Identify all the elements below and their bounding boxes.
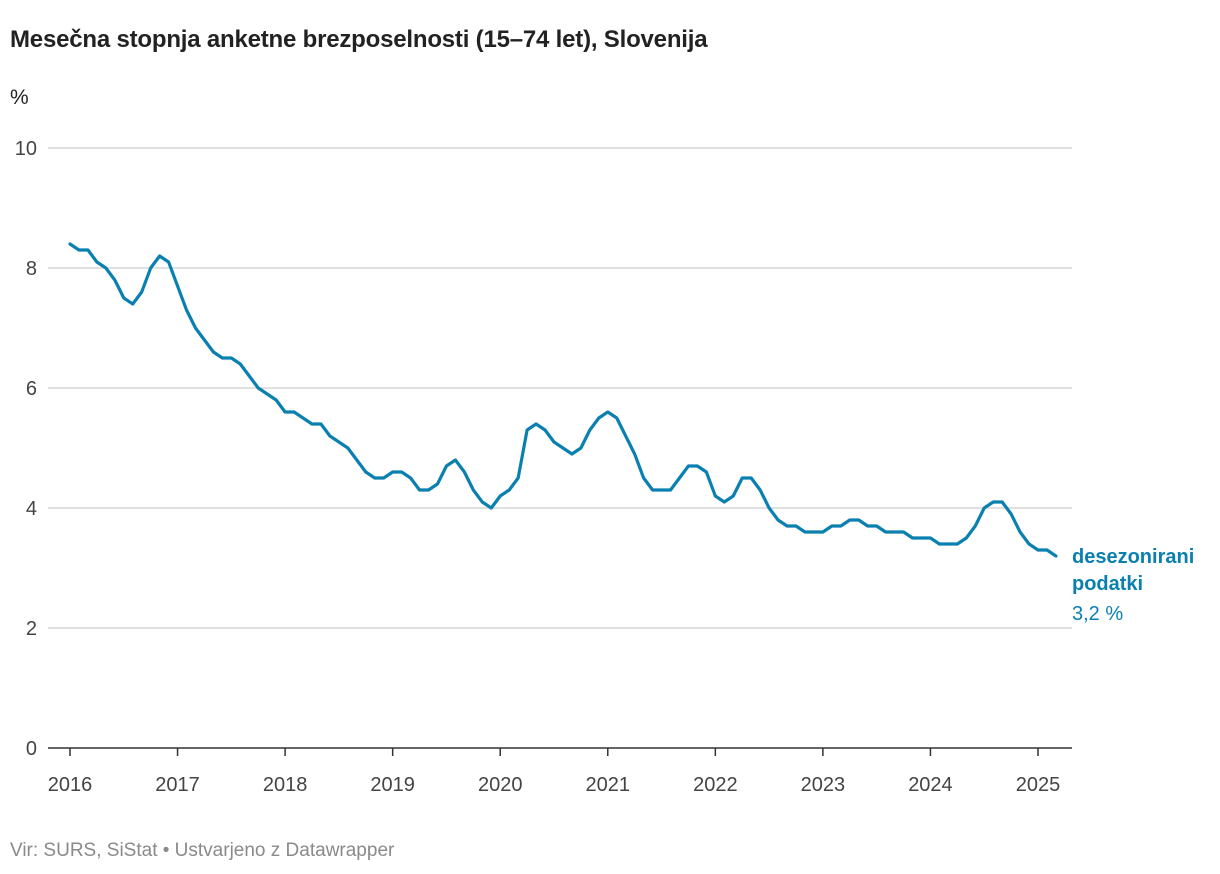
series-last-value: 3,2 %: [1072, 603, 1123, 625]
x-tick-label: 2024: [908, 774, 953, 796]
x-tick-label: 2023: [801, 774, 846, 796]
series-line-desezonirani: [68, 242, 1058, 558]
x-tick-label: 2025: [1016, 774, 1061, 796]
x-tick-label: 2016: [48, 774, 93, 796]
y-tick-label: 10: [15, 138, 37, 160]
x-tick-label: 2022: [693, 774, 738, 796]
x-tick-label: 2020: [478, 774, 523, 796]
y-tick-label: 0: [26, 738, 37, 760]
y-gridlines: [48, 147, 1072, 749]
x-tick-label: 2019: [370, 774, 415, 796]
chart-title: Mesečna stopnja anketne brezposelnosti (…: [10, 26, 708, 53]
x-tick-label: 2018: [263, 774, 308, 796]
series-end-label: desezonirani podatki 3,2 %: [1072, 546, 1194, 625]
x-tick-label: 2021: [586, 774, 631, 796]
x-axis: 2016 2017 2018 2019 2020 2021 2022 2023 2024 2025: [48, 748, 1061, 796]
y-axis-unit-label: %: [10, 86, 29, 109]
y-tick-label: 6: [26, 378, 37, 400]
x-tick-label: 2017: [155, 774, 200, 796]
series-name-line1: desezonirani: [1072, 546, 1194, 568]
y-tick-label: 2: [26, 618, 37, 640]
y-axis-tick-labels: 0 2 4 6 8 10: [15, 138, 37, 760]
series-name-line2: podatki: [1072, 573, 1143, 595]
y-tick-label: 8: [26, 258, 37, 280]
y-tick-label: 4: [26, 498, 37, 520]
source-note: Vir: SURS, SiStat • Ustvarjeno z Datawra…: [10, 840, 395, 861]
